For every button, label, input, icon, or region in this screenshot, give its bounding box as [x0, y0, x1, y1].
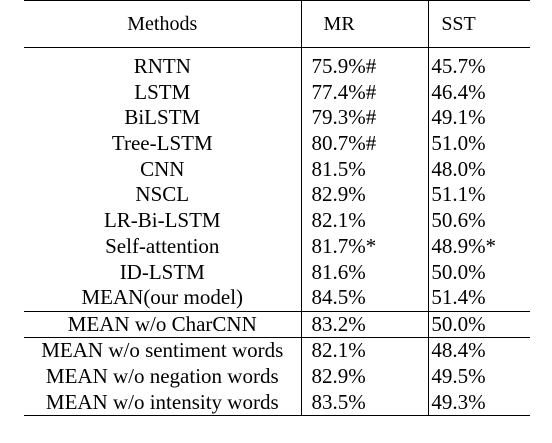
sst-cell: 45.7% — [428, 47, 530, 80]
mr-cell: 81.5% — [300, 156, 429, 183]
method-cell: BiLSTM — [124, 105, 201, 130]
ablation-first-row-group: MEAN w/o CharCNN 83.2% 50.0% — [24, 311, 530, 339]
mr-cell: 82.9% — [300, 182, 429, 209]
sst-cell: 50.0% — [428, 259, 530, 286]
mr-cell: 75.9%# — [300, 47, 429, 80]
method-cell: MEAN w/o negation words — [45, 364, 279, 389]
mr-cell: 80.7%# — [300, 131, 429, 157]
header-methods: Methods — [24, 0, 302, 48]
sst-cell: 48.0% — [428, 156, 530, 183]
mr-cell: 83.2% — [300, 311, 429, 339]
table-row: MEAN w/o negation words 82.9% 49.5% — [24, 364, 530, 390]
results-table: Methods MR SST RNTN 75.9%# 45.7% LSTM 77… — [24, 0, 530, 417]
mr-cell-ours: 84.5% — [300, 285, 429, 312]
method-cell: MEAN w/o CharCNN — [24, 311, 302, 339]
mr-cell: 77.4%# — [300, 79, 429, 106]
sst-cell: 51.1% — [428, 182, 530, 209]
header-row: Methods MR SST — [24, 0, 530, 48]
header-mr: MR — [300, 0, 429, 48]
method-cell: Self-attention — [105, 233, 220, 258]
table-row: MEAN w/o intensity words 83.5% 49.3% — [24, 389, 530, 417]
sst-cell: 48.9%* — [428, 233, 530, 260]
sst-cell: 50.0% — [428, 311, 530, 339]
table-row: MEAN w/o sentiment words 82.1% 48.4% — [24, 337, 530, 365]
table-row: Tree-LSTM 80.7%# 51.0% — [24, 131, 530, 157]
mr-cell: 82.9% — [300, 364, 429, 390]
results-table-container: Methods MR SST RNTN 75.9%# 45.7% LSTM 77… — [24, 0, 530, 417]
sst-cell: 49.5% — [428, 364, 530, 390]
method-cell-ours: MEAN(our model) — [24, 285, 302, 312]
table-row: CNN 81.5% 48.0% — [24, 156, 530, 183]
method-cell: LR-Bi-LSTM — [103, 208, 221, 233]
table-row: MEAN w/o CharCNN 83.2% 50.0% — [24, 311, 530, 339]
method-cell: Tree-LSTM — [111, 131, 213, 156]
sst-cell-ours: 51.4% — [428, 285, 530, 312]
method-cell: MEAN w/o intensity words — [24, 389, 302, 417]
header-sst: SST — [428, 0, 530, 48]
table-row: ID-LSTM 81.6% 50.0% — [24, 259, 530, 286]
baseline-rows: RNTN 75.9%# 45.7% LSTM 77.4%# 46.4% BiLS… — [24, 47, 530, 312]
mr-cell: 81.7%* — [300, 233, 429, 260]
table-row: Self-attention 81.7%* 48.9%* — [24, 233, 530, 260]
table-row: LSTM 77.4%# 46.4% — [24, 79, 530, 106]
method-cell: MEAN w/o sentiment words — [41, 338, 284, 363]
method-cell: CNN — [140, 156, 185, 181]
table-row-ours: MEAN(our model) 84.5% 51.4% — [24, 285, 530, 312]
method-cell: NSCL — [135, 182, 190, 207]
method-cell: RNTN — [133, 54, 191, 79]
table-row: NSCL 82.9% 51.1% — [24, 182, 530, 209]
mr-cell: 79.3%# — [300, 105, 429, 132]
mr-cell: 82.1% — [300, 337, 429, 365]
mr-cell: 81.6% — [300, 259, 429, 286]
table-header: Methods MR SST — [24, 0, 530, 48]
sst-cell: 51.0% — [428, 131, 530, 157]
table-row: BiLSTM 79.3%# 49.1% — [24, 105, 530, 132]
table-row: RNTN 75.9%# 45.7% — [24, 47, 530, 80]
ablation-rows: MEAN w/o sentiment words 82.1% 48.4% MEA… — [24, 337, 530, 417]
method-cell: ID-LSTM — [119, 259, 205, 284]
sst-cell: 50.6% — [428, 208, 530, 234]
method-cell: LSTM — [134, 79, 191, 104]
mr-cell: 83.5% — [300, 389, 429, 417]
table-row: LR-Bi-LSTM 82.1% 50.6% — [24, 208, 530, 234]
sst-cell: 48.4% — [428, 337, 530, 365]
mr-cell: 82.1% — [300, 208, 429, 234]
sst-cell: 49.1% — [428, 105, 530, 132]
sst-cell: 49.3% — [428, 389, 530, 417]
sst-cell: 46.4% — [428, 79, 530, 106]
